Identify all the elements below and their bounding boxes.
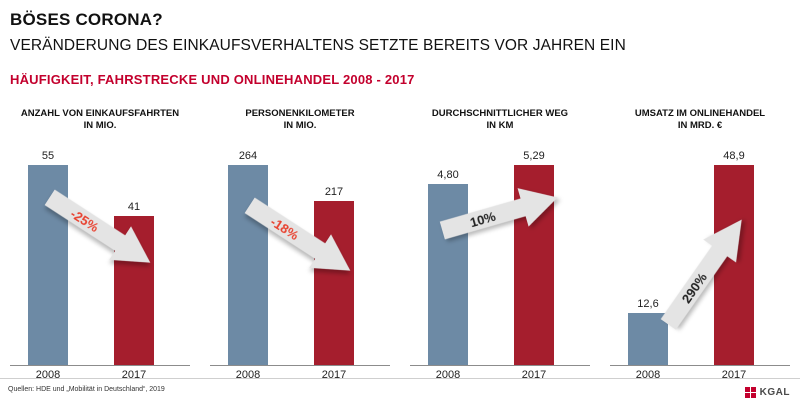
bar-value: 217 [324,186,344,198]
panel-title-line2: IN MRD. € [677,120,723,132]
header: BÖSES CORONA? VERÄNDERUNG DES EINKAUFSVE… [0,0,800,87]
bar-plot: 55 41 -25% [10,134,190,366]
chart-panel-durchschnittlicher-weg: DURCHSCHNITTLICHER WEG IN KM 4,80 5,29 1… [400,108,600,384]
bar-2017: 217 [314,186,354,365]
panel-title-line1: DURCHSCHNITTLICHER WEG [431,108,569,119]
source-note: Quellen: HDE und „Mobilität in Deutschla… [8,386,165,393]
panel-title: DURCHSCHNITTLICHER WEG IN KM [400,108,600,134]
bar-plot: 4,80 5,29 10% [410,134,590,366]
bar-value: 4,80 [437,169,459,181]
bar-value: 5,29 [523,150,545,162]
panel-title-line1: ANZAHL VON EINKAUFSFAHRTEN [20,108,180,119]
section-title: HÄUFIGKEIT, FAHRSTRECKE UND ONLINEHANDEL… [10,72,415,87]
bar-2017: 48,9 [714,150,754,365]
panel-title-line1: PERSONENKILOMETER [245,108,355,119]
page-subtitle: VERÄNDERUNG DES EINKAUFSVERHALTENS SETZT… [10,37,626,54]
panel-title: ANZAHL VON EINKAUFSFAHRTEN IN MIO. [0,108,200,134]
chart-panel-einkaufsfahrten: ANZAHL VON EINKAUFSFAHRTEN IN MIO. 55 41… [0,108,200,384]
panel-title: UMSATZ IM ONLINEHANDEL IN MRD. € [600,108,800,134]
chart-panel-personenkilometer: PERSONENKILOMETER IN MIO. 264 217 -18% 2… [200,108,400,384]
chart-panels: ANZAHL VON EINKAUFSFAHRTEN IN MIO. 55 41… [0,108,800,384]
panel-title-line2: IN KM [486,120,514,132]
bar-rect-2008 [428,184,468,365]
panel-title-line2: IN MIO. [283,120,317,132]
kgal-logo-icon [744,387,756,398]
bar-plot: 12,6 48,9 290% [610,134,790,366]
bar-plot: 264 217 -18% [210,134,390,366]
bar-2008: 4,80 [428,169,468,365]
page-title: BÖSES CORONA? [10,10,163,29]
bar-value: 264 [238,150,258,162]
chart-panel-onlinehandel: UMSATZ IM ONLINEHANDEL IN MRD. € 12,6 48… [600,108,800,384]
bar-value: 41 [127,201,141,213]
bar-rect-2017 [314,201,354,365]
bar-2008: 264 [228,150,268,365]
kgal-logo-text: KGAL [759,387,790,398]
bar-rect-2008 [628,313,668,365]
footer: Quellen: HDE und „Mobilität in Deutschla… [0,378,800,411]
panel-title-line1: UMSATZ IM ONLINEHANDEL [634,108,766,119]
kgal-logo: KGAL [744,387,790,398]
bar-value: 55 [41,150,55,162]
bar-value: 12,6 [637,298,659,310]
bar-rect-2008 [228,165,268,365]
bar-2008: 12,6 [628,298,668,365]
panel-title: PERSONENKILOMETER IN MIO. [200,108,400,134]
bar-value: 48,9 [723,150,745,162]
panel-title-line2: IN MIO. [83,120,117,132]
